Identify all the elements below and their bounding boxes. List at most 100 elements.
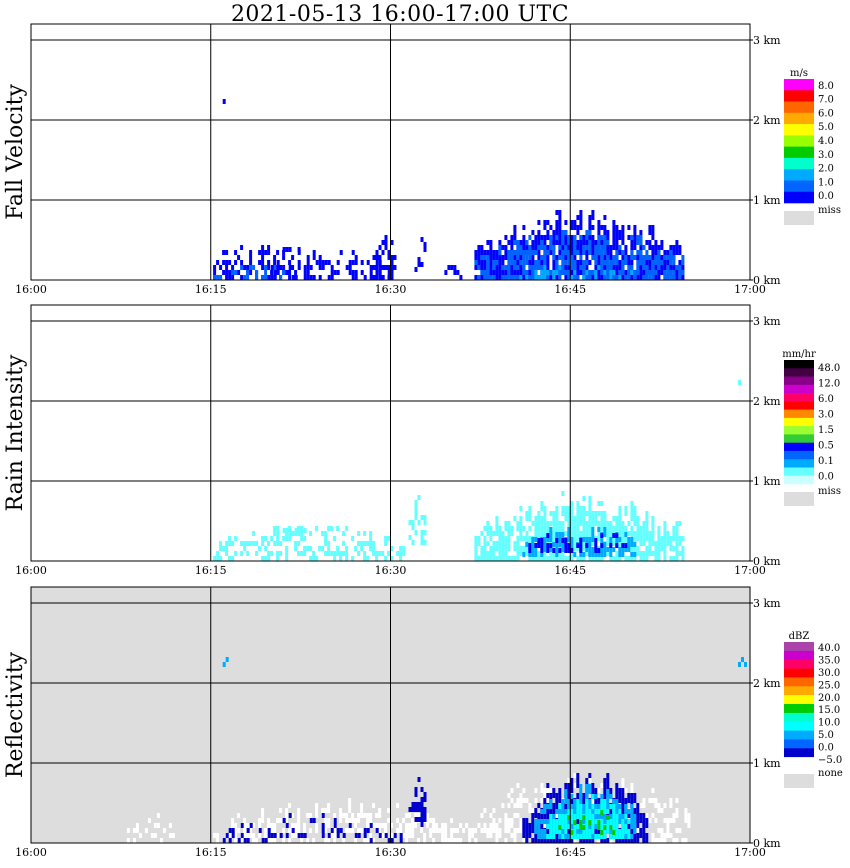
- fall-velocity-echo-cell: [477, 250, 481, 255]
- rain-intensity-echo-cell: [564, 511, 568, 516]
- rain-intensity-echo-cell: [549, 537, 553, 542]
- fall-velocity-echo-cell: [621, 235, 625, 240]
- rain-intensity-echo-cell: [537, 511, 541, 516]
- rain-intensity-echo-cell: [537, 556, 541, 561]
- fall-velocity-echo-cell: [225, 270, 229, 275]
- rain-intensity-echo-cell: [285, 556, 289, 561]
- fall-velocity-echo-cell: [555, 255, 559, 260]
- fall-velocity-echo-cell: [639, 245, 643, 250]
- rain-intensity-echo-cell: [483, 556, 487, 561]
- rain-intensity-echo-cell: [567, 516, 571, 521]
- reflectivity-echo-cell: [405, 833, 409, 838]
- fall-velocity-echo-cell: [600, 270, 604, 275]
- reflectivity-echo-cell: [462, 828, 466, 833]
- rain-intensity-echo-cell: [561, 511, 565, 516]
- reflectivity-echo-cell: [417, 817, 421, 822]
- rain-intensity-echo-cell: [651, 516, 655, 521]
- reflectivity-echo-cell: [222, 662, 226, 667]
- reflectivity-echo-cell: [375, 813, 379, 818]
- rain-intensity-echo-cell: [618, 547, 622, 552]
- reflectivity-echo-cell: [618, 793, 622, 798]
- fall-velocity-echo-cell: [585, 240, 589, 245]
- reflectivity-echo-cell: [594, 828, 598, 833]
- rain-intensity-echo-cell: [606, 531, 610, 536]
- fall-velocity-echo-cell: [540, 255, 544, 260]
- fall-velocity-echo-cell: [582, 245, 586, 250]
- rain-intensity-echo-cell: [645, 526, 649, 531]
- fall-velocity-echo-cell: [255, 275, 259, 280]
- reflectivity-echo-cell: [588, 824, 592, 829]
- reflectivity-echo-cell: [582, 804, 586, 809]
- reflectivity-echo-cell: [606, 799, 610, 804]
- reflectivity-echo-cell: [441, 838, 445, 843]
- reflectivity-echo-cell: [495, 823, 499, 828]
- fall-velocity-echo-cell: [579, 225, 583, 230]
- rain-intensity-echo-cell: [564, 538, 568, 543]
- reflectivity-echo-cell: [546, 804, 550, 809]
- rain-intensity-echo-cell: [606, 551, 610, 556]
- rain-intensity-echo-cell: [636, 536, 640, 541]
- fall-velocity-echo-cell: [558, 270, 562, 275]
- rain-intensity-echo-cell: [564, 543, 568, 548]
- rain-intensity-echo-cell: [657, 556, 661, 561]
- fall-velocity-echo-cell: [594, 275, 598, 280]
- fall-velocity-echo-cell: [543, 240, 547, 245]
- rain-intensity-echo-cell: [681, 551, 685, 556]
- rain-intensity-echo-cell: [579, 511, 583, 516]
- fall-velocity-echo-cell: [513, 230, 517, 235]
- fall-velocity-echo-cell: [669, 260, 673, 265]
- reflectivity-echo-cell: [483, 828, 487, 833]
- fall-velocity-echo-cell: [633, 245, 637, 250]
- fall-velocity-echo-cell: [648, 265, 652, 270]
- rain-intensity-echo-cell: [636, 516, 640, 521]
- reflectivity-echo-cell: [504, 838, 508, 843]
- rain-intensity-echo-cell: [633, 552, 637, 557]
- reflectivity-echo-cell: [744, 662, 747, 667]
- fall-velocity-echo-cell: [378, 275, 382, 280]
- fall-velocity-echo-cell: [285, 270, 289, 275]
- fall-velocity-echo-cell: [633, 225, 637, 230]
- reflectivity-echo-cell: [648, 798, 652, 803]
- reflectivity-echo-cell: [651, 788, 655, 793]
- fall-velocity-echo-cell: [510, 275, 514, 280]
- fall-velocity-echo-cell: [312, 250, 316, 255]
- rain-intensity-echo-cell: [486, 551, 490, 556]
- fall-velocity-echo-cell: [582, 275, 586, 280]
- rain-intensity-echo-cell: [648, 536, 652, 541]
- rain-intensity-echo-cell: [618, 541, 622, 546]
- fall-velocity-echo-cell: [579, 215, 583, 220]
- fall-velocity-echo-cell: [561, 255, 565, 260]
- reflectivity-echo-cell: [246, 823, 250, 828]
- fall-velocity-echo-cell: [540, 235, 544, 240]
- fall-velocity-echo-cell: [582, 270, 586, 275]
- reflectivity-echo-cell: [270, 838, 274, 843]
- rain-intensity-echo-cell: [666, 541, 670, 546]
- fall-velocity-echo-cell: [384, 240, 388, 245]
- reflectivity-echo-cell: [546, 788, 550, 793]
- fall-velocity-echo-cell: [543, 250, 547, 255]
- fall-velocity-echo-cell: [573, 255, 577, 260]
- fall-velocity-echo-cell: [531, 270, 535, 275]
- reflectivity-echo-cell: [663, 803, 667, 808]
- legend-color-swatch: [784, 748, 814, 758]
- rain-intensity-echo-cell: [333, 536, 337, 541]
- rain-intensity-echo-cell: [546, 537, 550, 542]
- reflectivity-echo-cell: [438, 828, 442, 833]
- reflectivity-echo-cell: [405, 813, 409, 818]
- fall-velocity-echo-cell: [630, 240, 634, 245]
- rain-intensity-echo-cell: [543, 547, 547, 552]
- legend-color-swatch: [784, 450, 814, 460]
- reflectivity-echo-cell: [582, 809, 586, 814]
- rain-intensity-echo-cell: [231, 556, 235, 561]
- rain-intensity-echo-cell: [573, 521, 577, 526]
- fall-velocity-echo-cell: [516, 260, 520, 265]
- fall-velocity-echo-cell: [663, 255, 667, 260]
- rain-intensity-echo-cell: [648, 546, 652, 551]
- reflectivity-echo-cell: [267, 833, 271, 838]
- reflectivity-echo-cell: [549, 804, 553, 809]
- fall-velocity-echo-cell: [570, 260, 574, 265]
- fall-velocity-echo-cell: [519, 265, 523, 270]
- reflectivity-echo-cell: [654, 818, 658, 823]
- reflectivity-echo-cell: [543, 804, 547, 809]
- reflectivity-echo-cell: [333, 818, 337, 823]
